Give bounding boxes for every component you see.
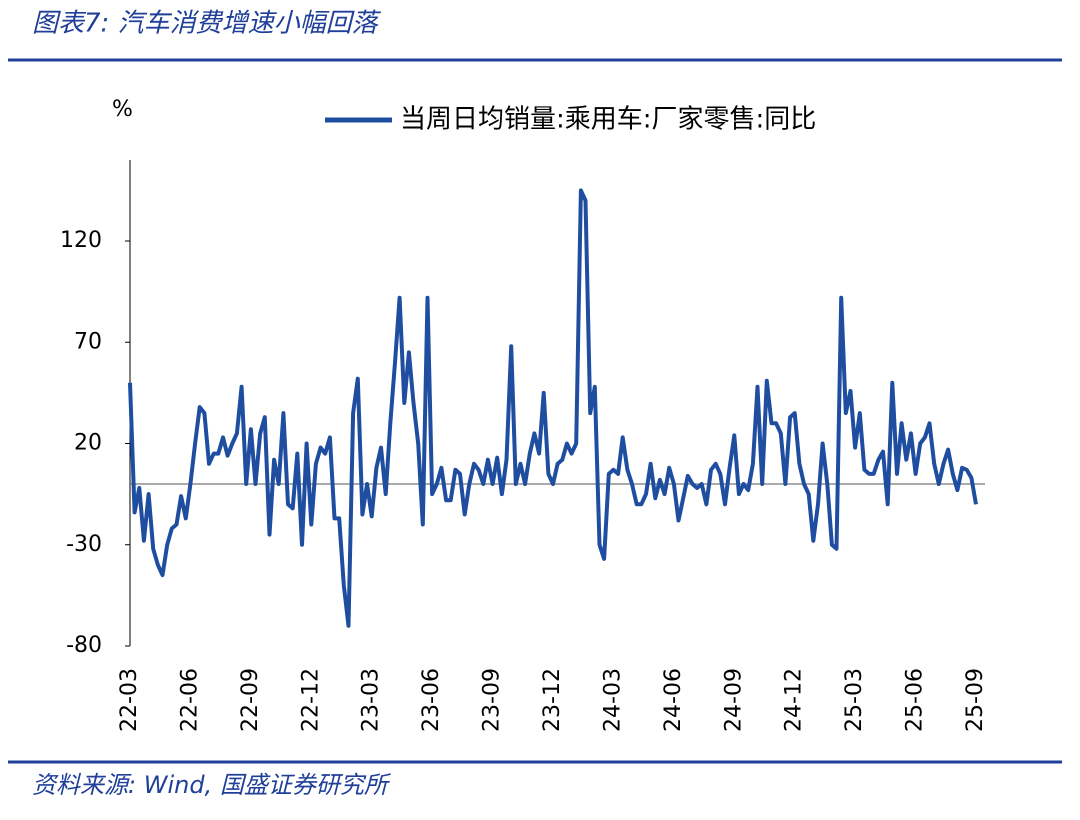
x-tick-label: 24-09 (721, 668, 746, 732)
y-tick-label: 70 (74, 329, 102, 354)
x-tick-label: 23-09 (480, 668, 505, 732)
x-tick-label: 22-12 (298, 668, 323, 732)
x-tick-label: 23-06 (419, 668, 444, 732)
x-tick-label: 22-03 (117, 668, 142, 732)
x-tick-label: 22-09 (238, 668, 263, 732)
data-line (128, 188, 978, 628)
x-tick-label: 25-09 (963, 668, 988, 732)
y-tick-label: 120 (60, 228, 102, 253)
x-tick-label: 23-12 (540, 668, 565, 732)
x-tick-label: 25-06 (903, 668, 928, 732)
x-tick-label: 24-06 (661, 668, 686, 732)
x-tick-label: 23-03 (359, 668, 384, 732)
x-tick-label: 22-06 (177, 668, 202, 732)
x-tick-label: 24-12 (782, 668, 807, 732)
chart-title: 图表7: 汽车消费增速小幅回落 (32, 9, 382, 39)
x-tick-label: 25-03 (842, 668, 867, 732)
legend-label: 当周日均销量:乘用车:厂家零售:同比 (400, 105, 816, 135)
y-tick-label: -80 (66, 633, 102, 658)
x-tick-label: 24-03 (600, 668, 625, 732)
y-axis-label: % (112, 97, 133, 122)
y-tick-label: -30 (66, 532, 102, 557)
source: 资料来源: Wind, 国盛证券研究所 (32, 771, 392, 799)
y-tick-label: 20 (74, 431, 102, 456)
